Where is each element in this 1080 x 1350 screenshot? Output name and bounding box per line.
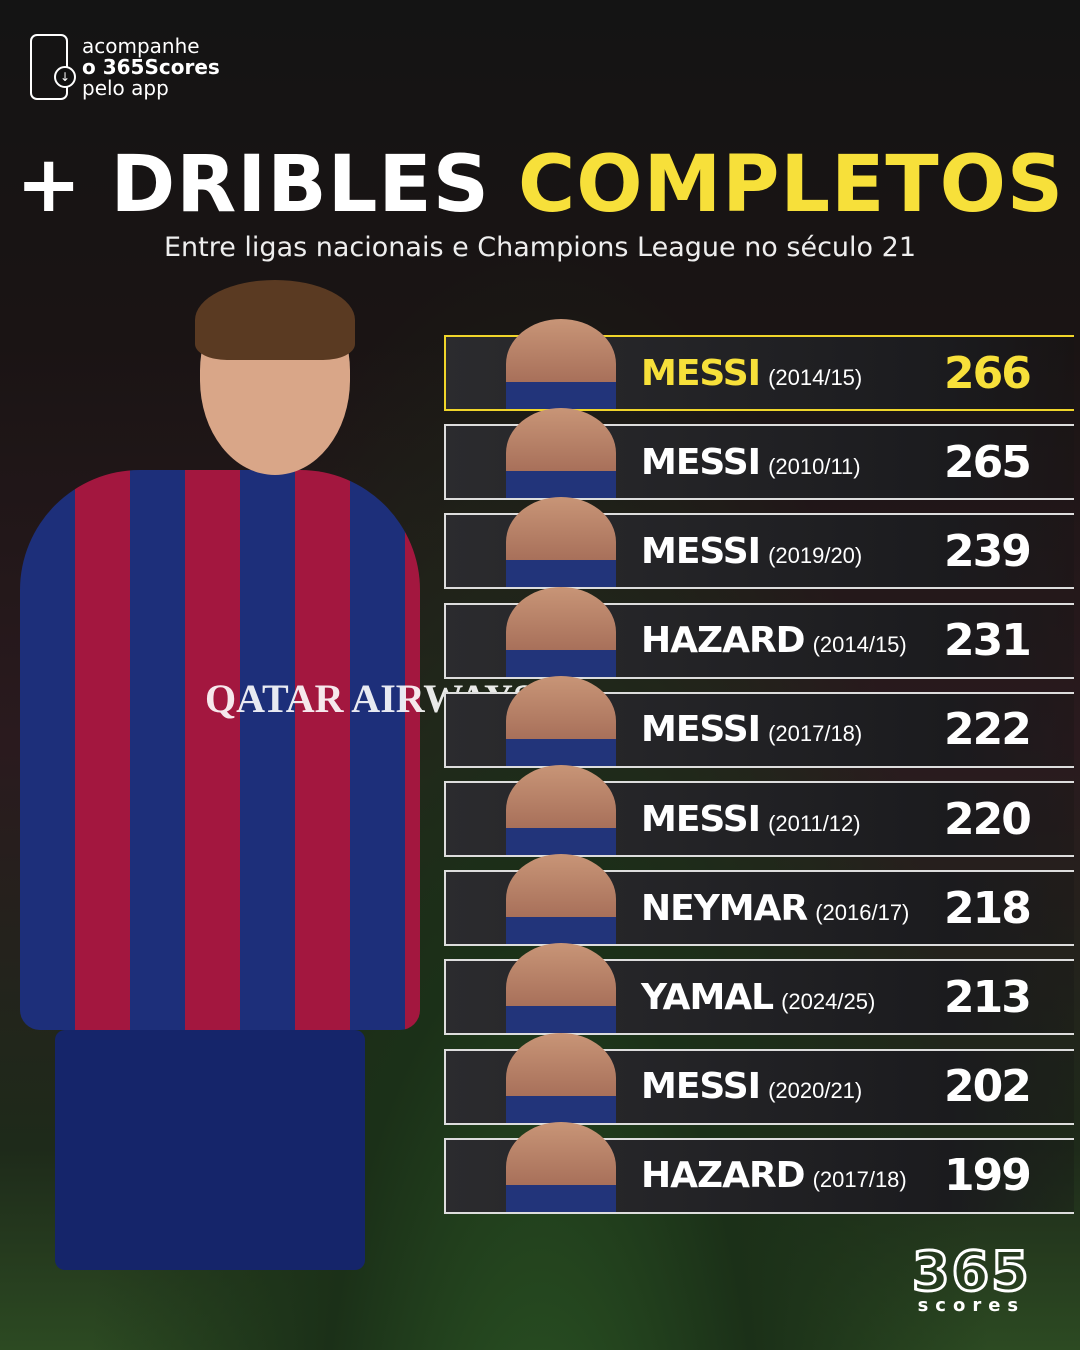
player-name-text: MESSI <box>641 530 761 572</box>
season: (2010/11) <box>768 453 861 479</box>
dribbles-value: 266 <box>944 347 1032 399</box>
subtitle: Entre ligas nacionais e Champions League… <box>163 232 917 263</box>
dribbles-value: 218 <box>944 882 1032 934</box>
player-thumbnail <box>506 1121 616 1212</box>
ranking-row: NEYMAR (2016/17) 218 <box>444 854 1074 947</box>
season: (2014/15) <box>768 364 863 390</box>
player-name-text: MESSI <box>641 798 761 840</box>
ranking-row: MESSI (2010/11) 265 <box>444 408 1074 501</box>
season: (2016/17) <box>815 899 910 925</box>
title-prefix: + DRIBLES <box>15 140 490 230</box>
ranking-row: HAZARD (2014/15) 231 <box>444 586 1074 679</box>
player-thumbnail <box>506 675 616 766</box>
player-name-text: HAZARD <box>641 620 806 662</box>
ranking-row: MESSI (2011/12) 220 <box>444 765 1074 857</box>
player-thumbnail <box>506 943 616 1034</box>
player-name: MESSI (2020/21) <box>641 1066 862 1107</box>
season: (2020/21) <box>768 1078 863 1104</box>
dribbles-value: 265 <box>944 436 1032 488</box>
player-name-text: HAZARD <box>641 1155 806 1197</box>
player-thumbnail <box>506 497 616 588</box>
promo-line3: pelo app <box>82 75 169 100</box>
dribbles-value: 213 <box>944 971 1032 1023</box>
ranking-row: MESSI (2019/20) 239 <box>444 497 1074 590</box>
season: (2011/12) <box>768 810 861 836</box>
ranking-row: HAZARD (2017/18) 199 <box>444 1121 1074 1214</box>
logo-word: scores <box>917 1295 1026 1316</box>
player-thumbnail <box>506 765 616 855</box>
ranking-row: MESSI (2017/18) 222 <box>444 675 1074 768</box>
player-name-text: MESSI <box>641 709 761 751</box>
promo-line2: o 365Scores <box>82 54 220 79</box>
ranking-row: YAMAL (2024/25) 213 <box>444 943 1074 1036</box>
season: (2014/15) <box>812 632 907 658</box>
player-thumbnail <box>506 1032 616 1123</box>
player-name-text: NEYMAR <box>641 887 808 929</box>
player-name-text: YAMAL <box>641 976 774 1018</box>
season: (2024/25) <box>781 988 876 1014</box>
dribbles-value: 199 <box>944 1150 1032 1202</box>
player-name-text: MESSI <box>641 352 761 394</box>
player-name: YAMAL (2024/25) <box>641 977 875 1018</box>
dribbles-value: 220 <box>944 793 1032 845</box>
season: (2019/20) <box>768 542 863 568</box>
dribbles-value: 202 <box>944 1061 1032 1113</box>
player-name: MESSI (2010/11) <box>641 442 861 483</box>
dribbles-value: 239 <box>944 525 1032 577</box>
dribbles-value: 222 <box>944 704 1032 756</box>
player-thumbnail <box>506 586 616 677</box>
player-thumbnail <box>506 854 616 945</box>
365scores-logo: 365 scores <box>911 1239 1031 1317</box>
player-shirt <box>20 470 420 1030</box>
player-name: MESSI (2011/12) <box>641 799 861 840</box>
player-shorts <box>55 1030 365 1270</box>
phone-download-icon: ↓ <box>30 34 76 100</box>
player-name: MESSI (2017/18) <box>641 709 862 750</box>
season: (2017/18) <box>768 721 863 747</box>
logo-number: 365 <box>911 1239 1031 1305</box>
player-name: MESSI (2014/15) <box>641 353 862 394</box>
player-name: MESSI (2019/20) <box>641 531 862 572</box>
season: (2017/18) <box>812 1167 907 1193</box>
app-promo[interactable]: ↓ acompanhe o 365Scores pelo app <box>30 34 220 100</box>
page-title: + DRIBLES COMPLETOS <box>0 140 1080 230</box>
player-hair <box>195 280 355 360</box>
player-thumbnail <box>506 319 616 409</box>
dribbles-value: 231 <box>944 615 1032 667</box>
player-thumbnail <box>506 408 616 499</box>
player-name: HAZARD (2014/15) <box>641 620 907 661</box>
promo-line1: acompanhe <box>82 33 200 58</box>
player-name-text: MESSI <box>641 441 761 483</box>
player-name-text: MESSI <box>641 1066 761 1108</box>
ranking-row: MESSI (2020/21) 202 <box>444 1032 1074 1125</box>
player-name: HAZARD (2017/18) <box>641 1155 907 1196</box>
title-highlight: COMPLETOS <box>518 140 1065 230</box>
player-name: NEYMAR (2016/17) <box>641 888 909 929</box>
ranking-row: MESSI (2014/15) 266 <box>444 319 1074 411</box>
